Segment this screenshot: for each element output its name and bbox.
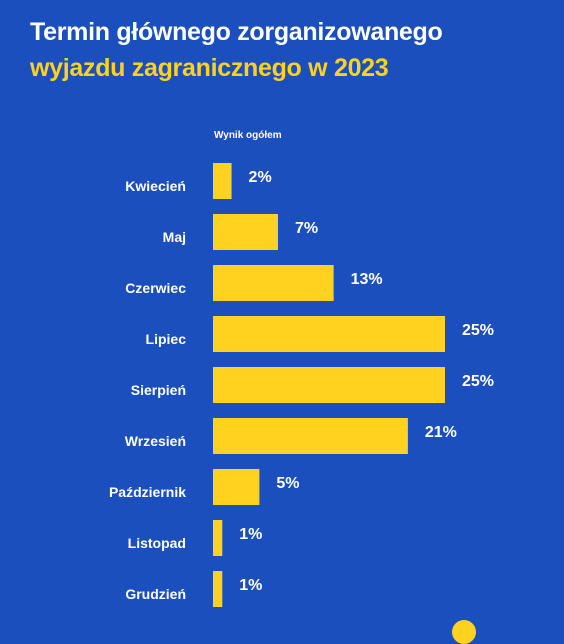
category-label: Kwiecień [125,178,186,194]
bar [213,418,408,454]
chart-title: Termin głównego zorganizowanego wyjazdu … [30,14,443,86]
bar [213,214,278,250]
value-label: 1% [239,577,262,594]
category-label: Maj [163,229,186,245]
value-label: 7% [295,220,318,237]
bar [213,571,223,607]
value-label: 2% [249,169,272,186]
category-label: Czerwiec [125,280,186,296]
bar [213,367,445,403]
chart-title-line-2: wyjazdu zagranicznego w 2023 [30,54,389,82]
category-label: Listopad [128,535,186,551]
bar [213,316,445,352]
bar [213,469,260,505]
category-label: Wrzesień [125,433,186,449]
value-label: 1% [239,526,262,543]
value-label: 25% [462,322,494,339]
series-label: Wynik ogółem [214,130,282,141]
category-label: Sierpień [131,382,186,398]
bar [213,163,232,199]
chart-title-line-1: Termin głównego zorganizowanego [30,18,443,46]
category-label: Grudzień [125,586,186,602]
corner-logo-mark [452,620,476,644]
bar-chart: Kwiecień 2% Maj 7% Czerwiec 13% Lipiec 25% Sierp… [109,163,494,607]
category-label: Lipiec [146,331,187,347]
category-label: Październik [109,484,186,500]
value-label: 13% [351,271,383,288]
value-label: 25% [462,373,494,390]
bar [213,520,223,556]
bar [213,265,334,301]
value-label: 21% [425,424,457,441]
value-label: 5% [276,475,299,492]
